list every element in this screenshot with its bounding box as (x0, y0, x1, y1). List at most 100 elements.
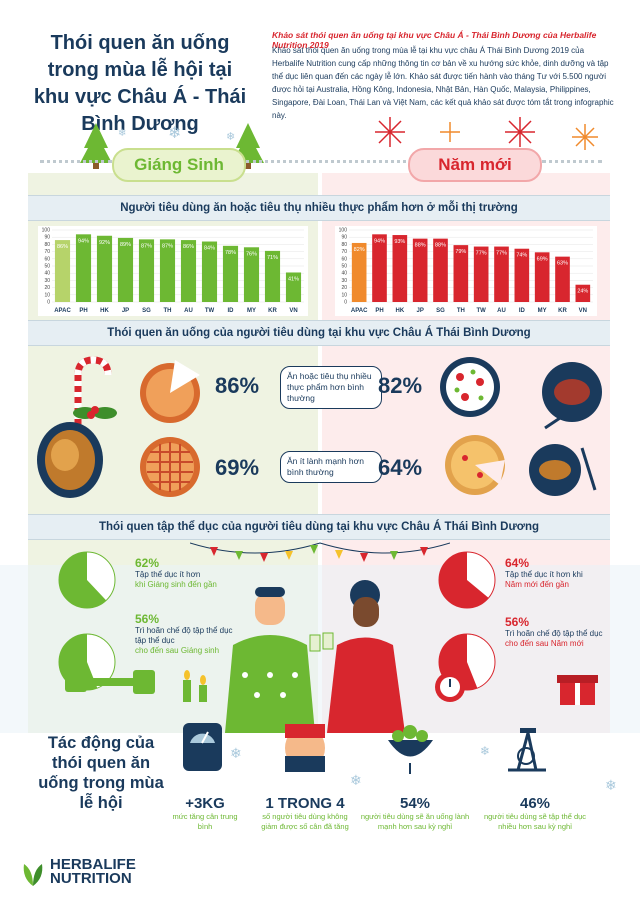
bar-PH (372, 234, 387, 302)
category-label: PH (79, 308, 87, 314)
herbalife-logo: HERBALIFE NUTRITION (20, 857, 136, 886)
candle-icon (183, 670, 207, 702)
christmas-exercise-less: 62% Tập thể dục ít hơn khi Giáng sinh đế… (135, 556, 217, 589)
belly-icon (285, 724, 325, 772)
svg-text:❄: ❄ (168, 123, 181, 142)
category-label: SG (436, 308, 445, 314)
bar-APAC (54, 240, 71, 302)
christmas-exercise-delay: 56% Trì hoãn chế độ tập thể dục tập thể … (135, 612, 233, 655)
svg-text:❄: ❄ (605, 778, 617, 794)
section-consumption-title: Người tiêu dùng ăn hoặc tiêu thụ nhiều t… (28, 195, 610, 221)
category-label: ID (519, 308, 526, 314)
bar-APAC (351, 242, 367, 302)
y-tick-label: 80 (341, 242, 347, 248)
category-label: TW (205, 308, 215, 314)
bar-AU (494, 246, 509, 302)
category-label: TH (164, 308, 172, 314)
less-healthy-label: Ăn ít lành mạnh hơn bình thường (280, 451, 382, 483)
bar-JP (117, 237, 134, 302)
category-label: AU (184, 308, 193, 314)
pizza-icon (440, 357, 500, 417)
bar-KR (555, 256, 570, 302)
new-year-overeat-pct: 82% (378, 373, 423, 398)
svg-text:❄: ❄ (350, 773, 362, 789)
bar-value-label: 87% (141, 243, 152, 249)
bar-HK (96, 235, 113, 302)
scale-icon (183, 723, 222, 771)
bar-value-label: 63% (557, 261, 568, 267)
bar-value-label: 69% (537, 256, 548, 262)
svg-text:❄: ❄ (480, 744, 490, 758)
category-label: HK (395, 308, 404, 314)
bar-TH (453, 245, 469, 302)
bar-value-label: 94% (78, 238, 89, 244)
holly-icon (73, 406, 117, 419)
category-label: MY (247, 308, 256, 314)
candy-cane-icon (74, 356, 112, 430)
lattice-pie-icon (140, 437, 200, 497)
divider (542, 160, 602, 165)
category-label: TW (477, 308, 487, 314)
season-new-year: Năm mới (408, 148, 542, 182)
bar-value-label: 93% (394, 239, 405, 245)
bar-value-label: 76% (246, 251, 257, 257)
garland-icon (190, 542, 450, 562)
bar-JP (412, 238, 428, 302)
category-label: APAC (54, 308, 71, 314)
section-exercise-title: Thói quen tập thể dục của người tiêu dùn… (28, 514, 610, 540)
bar-PH (75, 234, 92, 302)
bar-value-label: 77% (496, 251, 507, 257)
bar-value-label: 77% (476, 251, 487, 257)
bar-value-label: 87% (162, 243, 173, 249)
bar-value-label: 86% (183, 244, 194, 250)
bar-value-label: 88% (415, 243, 426, 249)
y-tick-label: 80 (44, 242, 50, 248)
bar-value-label: 24% (577, 289, 588, 295)
bar-value-label: 71% (267, 255, 278, 261)
bar-value-label: 84% (204, 246, 215, 252)
bar-value-label: 92% (99, 240, 110, 246)
svg-text:❄: ❄ (230, 746, 242, 762)
salad-icon (388, 725, 433, 774)
y-tick-label: 0 (47, 300, 50, 306)
new-year-less-healthy-pct: 64% (378, 455, 423, 480)
new-year-exercise-less: 64% Tập thể dục ít hơn khi Năm mới đến g… (505, 556, 583, 589)
gift-box-icon (557, 675, 598, 705)
bar-MY (534, 252, 550, 302)
y-tick-label: 0 (344, 300, 347, 306)
intro-body: Khảo sát thói quen ăn uống trong mùa lễ … (272, 46, 614, 120)
y-tick-label: 50 (44, 264, 50, 270)
y-tick-label: 40 (341, 271, 347, 277)
svg-text:❄: ❄ (226, 130, 235, 143)
roast-turkey-icon (37, 422, 103, 498)
category-label: JP (122, 308, 129, 314)
y-tick-label: 60 (44, 256, 50, 262)
couple-illustration (225, 580, 405, 733)
y-tick-label: 10 (44, 292, 50, 298)
category-label: AU (497, 308, 506, 314)
bar-TH (159, 239, 176, 302)
y-tick-label: 20 (44, 285, 50, 291)
snowflake-icons: ❄ ❄ ❄ ❄ (230, 744, 617, 794)
bar-value-label: 89% (120, 242, 131, 248)
bar-value-label: 94% (374, 238, 385, 244)
category-label: JP (416, 308, 423, 314)
bar-value-label: 41% (288, 276, 299, 282)
bar-TW (201, 241, 218, 302)
bar-value-label: 88% (435, 243, 446, 249)
bar-HK (392, 235, 408, 302)
category-label: HK (100, 308, 109, 314)
dish-icon (529, 444, 597, 496)
divider (40, 160, 112, 165)
bar-MY (243, 247, 260, 302)
y-tick-label: 70 (44, 249, 50, 255)
y-tick-label: 10 (341, 292, 347, 298)
bar-value-label: 79% (455, 249, 466, 255)
section-habits-title: Thói quen ăn uống của người tiêu dùng tạ… (28, 320, 610, 346)
category-label: VN (289, 308, 297, 314)
bar-AU (180, 240, 197, 302)
pizza-slice-icon (445, 435, 505, 495)
season-christmas: Giáng Sinh (112, 148, 246, 182)
